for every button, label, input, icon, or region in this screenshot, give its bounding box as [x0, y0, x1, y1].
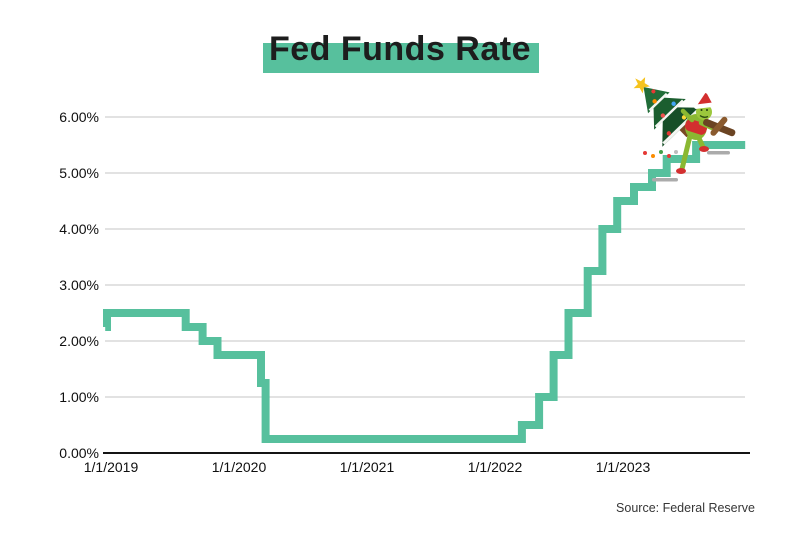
x-axis-tick-label: 1/1/2021 — [340, 459, 395, 475]
santa-hat-icon — [694, 87, 714, 109]
y-axis-tick-label: 1.00% — [59, 389, 99, 405]
y-axis-tick-label: 5.00% — [59, 165, 99, 181]
x-axis-tick-label: 1/1/2019 — [84, 459, 139, 475]
source-note: Source: Federal Reserve — [616, 501, 755, 515]
ground-shadow — [707, 151, 730, 155]
dropped-lights — [643, 150, 678, 158]
x-axis-tick-label: 1/1/2020 — [212, 459, 267, 475]
christmas-tree — [633, 77, 703, 147]
y-axis-tick-label: 4.00% — [59, 221, 99, 237]
grinch-character — [676, 87, 715, 174]
grinch-stealing-tree-illustration — [633, 77, 736, 182]
y-axis-tick-label: 2.00% — [59, 333, 99, 349]
y-axis-tick-label: 3.00% — [59, 277, 99, 293]
y-axis-tick-label: 0.00% — [59, 445, 99, 461]
ground-shadow — [652, 178, 678, 182]
x-axis-tick-label: 1/1/2023 — [596, 459, 651, 475]
fed-funds-rate-step-line — [103, 141, 746, 443]
tree-star-icon — [633, 77, 650, 94]
chart-title-text: Fed Funds Rate — [268, 30, 532, 68]
title-highlight — [262, 43, 540, 73]
axe-icon — [703, 116, 736, 137]
y-axis-tick-label: 6.00% — [59, 109, 99, 125]
chart-title: Fed Funds Rate — [0, 30, 800, 73]
x-axis-tick-label: 1/1/2022 — [468, 459, 523, 475]
